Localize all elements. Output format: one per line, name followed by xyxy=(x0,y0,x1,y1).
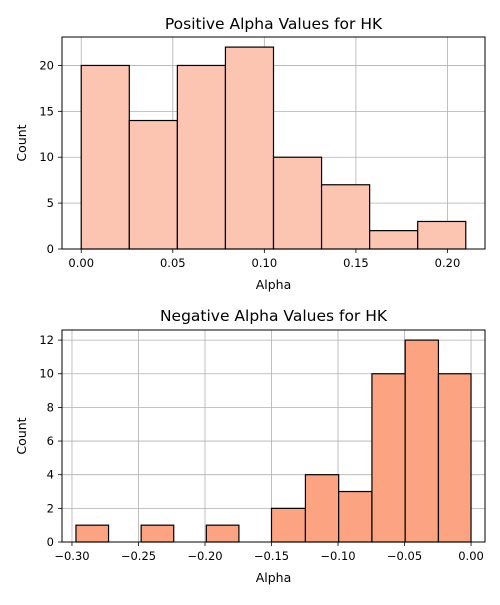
x-tick-label: 0.00 xyxy=(68,256,94,270)
chart-title: Positive Alpha Values for HK xyxy=(165,15,383,33)
negative-alpha-panel: Negative Alpha Values for HK −0.30 −0.25−… xyxy=(14,307,486,585)
histogram-bar xyxy=(371,373,406,543)
histogram-bar xyxy=(437,373,472,543)
y-tick-label: 4 xyxy=(47,468,54,482)
y-axis-label: Count xyxy=(14,124,29,161)
histogram-bar xyxy=(224,46,275,250)
y-tick-label: 10 xyxy=(39,367,54,381)
histogram-bar xyxy=(205,524,240,543)
x-axis-label: Alpha xyxy=(256,570,292,585)
histogram-bar xyxy=(75,524,110,543)
histogram-bar xyxy=(128,119,178,250)
y-tick-label: 10 xyxy=(39,150,54,164)
x-tick-label: 0.15 xyxy=(343,256,369,270)
x-tick-label: 0.00 xyxy=(458,549,484,563)
y-tick-label: 8 xyxy=(47,400,54,414)
histogram-bars xyxy=(75,339,472,543)
axes-frame xyxy=(61,329,486,543)
y-tick-label: 0 xyxy=(47,242,54,256)
y-tick-label: 6 xyxy=(47,434,54,448)
x-tick-label: −0.05 xyxy=(387,549,422,563)
histogram-bar xyxy=(369,230,419,250)
y-tick-label: 20 xyxy=(39,58,54,72)
y-tick-label: 2 xyxy=(47,501,54,515)
histogram-bar xyxy=(272,156,323,250)
histogram-bar xyxy=(338,490,373,543)
x-tick-label: −0.30 xyxy=(54,549,89,563)
x-tick-label: 0.05 xyxy=(160,256,186,270)
x-tick-label: −0.15 xyxy=(254,549,289,563)
x-tick-label: −0.10 xyxy=(320,549,355,563)
y-tick-label: 0 xyxy=(47,535,54,549)
x-tick-label: 0.10 xyxy=(252,256,278,270)
axis-ticks: −0.30 −0.25 −0.20 −0.15 −0.10 −0.05 0.00 0 2 4 6 8 1… xyxy=(39,333,483,563)
histogram-bar xyxy=(404,339,440,543)
x-tick-label: −0.25 xyxy=(121,549,156,563)
y-tick-label: 5 xyxy=(47,196,54,210)
y-axis-label: Count xyxy=(14,417,29,454)
x-tick-label: −0.20 xyxy=(187,549,222,563)
y-tick-label: 15 xyxy=(39,104,54,118)
histogram-bars xyxy=(80,46,467,250)
x-tick-label: 0.20 xyxy=(435,256,461,270)
positive-alpha-panel: Positive Alpha Values for HK 0.00 0.05 0.1… xyxy=(14,15,486,292)
histogram-bar xyxy=(140,524,175,543)
histogram-bar xyxy=(176,64,227,250)
histogram-bar xyxy=(304,474,340,543)
x-axis-label: Alpha xyxy=(256,277,292,292)
histogram-bar xyxy=(320,184,371,250)
chart-title: Negative Alpha Values for HK xyxy=(160,307,388,325)
histogram-bar xyxy=(417,220,467,250)
y-tick-label: 12 xyxy=(39,333,54,347)
histogram-bar xyxy=(270,507,307,543)
axes-frame xyxy=(61,36,486,250)
axis-ticks: 0.00 0.05 0.10 0.15 0.20 0 5 10 15 20 xyxy=(39,58,460,270)
histogram-bar xyxy=(80,64,130,250)
